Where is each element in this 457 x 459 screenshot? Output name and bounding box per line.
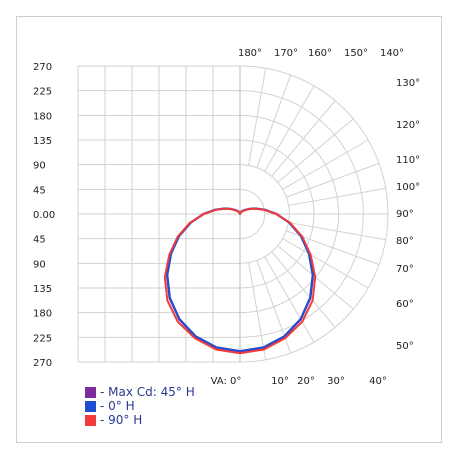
polar-spoke: [286, 162, 380, 198]
right-angle-label: 100°: [396, 182, 420, 193]
bottom-angle-label: 30°: [327, 376, 345, 387]
bottom-angle-label: 10°: [271, 376, 289, 387]
polar-ring: [239, 188, 266, 240]
scale-tick-label: 45: [33, 185, 46, 196]
right-angle-label: 70°: [396, 264, 414, 275]
polar-spoke: [264, 85, 315, 172]
series-curve-2: [163, 207, 317, 355]
axis-labels: 270 225 180 135 90 45 0.00 45 90 135 180 225 270 180°…: [33, 48, 420, 387]
right-angle-label: 90°: [396, 209, 414, 220]
polar-grid: [77, 65, 389, 363]
scale-tick-label: 180: [33, 309, 52, 320]
scale-tick-label: 90: [33, 259, 46, 270]
scale-tick-label: 225: [33, 87, 52, 98]
legend-item-90h: - 90° H: [85, 413, 195, 427]
scale-tick-label: 90: [33, 161, 46, 172]
legend-swatch-90h: [85, 414, 96, 426]
polar-spoke: [288, 222, 386, 241]
scale-tick-label: 0.00: [33, 210, 55, 221]
scale-tick-label: 45: [33, 235, 46, 246]
polar-spoke: [288, 187, 386, 206]
scale-tick-label: 180: [33, 111, 52, 122]
polar-spoke: [277, 118, 354, 183]
legend-label-max-cd: - Max Cd: 45° H: [100, 385, 195, 399]
right-angle-label: 110°: [396, 155, 420, 166]
polar-spoke: [271, 100, 336, 177]
right-angle-label: 50°: [396, 341, 414, 352]
top-angle-label: 160°: [308, 48, 332, 59]
right-angle-label: 80°: [396, 236, 414, 247]
scale-tick-label: 135: [33, 284, 52, 295]
chart-frame: [16, 16, 442, 443]
bottom-angle-label: VA: 0°: [211, 376, 242, 387]
polar-spoke: [282, 238, 369, 289]
bottom-angle-label: 20°: [297, 376, 315, 387]
legend-label-90h: - 90° H: [100, 413, 143, 427]
series-curves: [163, 207, 317, 355]
polar-spoke: [248, 68, 267, 166]
legend-item-max-cd: - Max Cd: 45° H: [85, 385, 195, 399]
top-angle-label: 180°: [238, 48, 262, 59]
scale-tick-label: 270: [33, 62, 52, 73]
polar-spoke: [271, 251, 336, 328]
right-angle-label: 120°: [396, 120, 420, 131]
scale-tick-label: 270: [33, 358, 52, 369]
bottom-angle-label: 40°: [369, 376, 387, 387]
top-angle-label: 170°: [274, 48, 298, 59]
top-angle-label: 140°: [380, 48, 404, 59]
polar-spoke: [248, 262, 267, 360]
right-angle-label: 60°: [396, 299, 414, 310]
right-angle-label: 130°: [396, 78, 420, 89]
legend-item-0h: - 0° H: [85, 399, 195, 413]
polar-spoke: [256, 74, 292, 168]
scale-tick-label: 225: [33, 333, 52, 344]
legend-swatch-max-cd: [85, 386, 96, 398]
top-angle-label: 150°: [344, 48, 368, 59]
polar-spoke: [282, 139, 369, 190]
legend-label-0h: - 0° H: [100, 399, 135, 413]
scale-tick-label: 135: [33, 136, 52, 147]
polar-spoke: [264, 256, 315, 343]
legend: - Max Cd: 45° H - 0° H - 90° H: [85, 385, 195, 427]
legend-swatch-0h: [85, 400, 96, 412]
